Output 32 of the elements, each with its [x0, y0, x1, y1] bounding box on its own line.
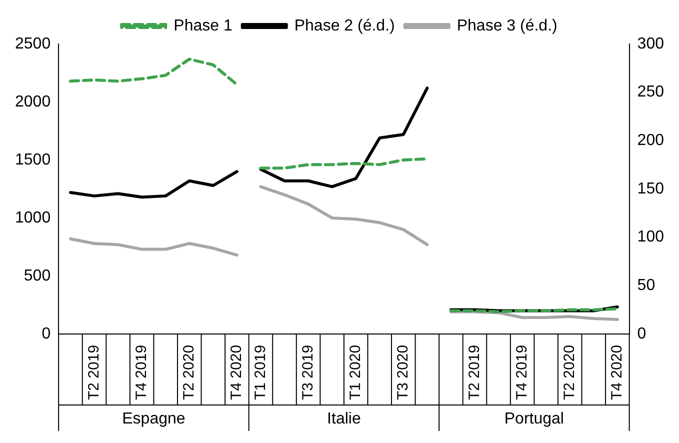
x-tick-label: T3 2020 [394, 344, 412, 400]
line-series [68, 58, 238, 86]
y2-tick-label: 0 [637, 325, 646, 342]
x-tick-label: T4 2020 [228, 344, 246, 400]
x-tick-label: T3 2019 [299, 344, 316, 400]
legend-label: Phase 2 (é.d.) [294, 17, 395, 34]
y-tick-label: 500 [24, 267, 51, 284]
y-tick-label: 1500 [15, 151, 51, 168]
text: Italie [327, 410, 361, 428]
y-tick-label: 2500 [15, 35, 51, 52]
x-tick-label: T4 2019 [513, 344, 530, 400]
y2-tick-label: 200 [637, 132, 664, 150]
x-tick-label: T2 2020 [180, 344, 198, 400]
legend-label: Phase 3 (é.d.) [456, 17, 558, 34]
text: Espagne [122, 410, 186, 428]
x-tick-label: T2 2020 [560, 344, 578, 400]
x-tick-label: T4 2020 [608, 344, 626, 400]
x-tick-label: T1 2019 [252, 344, 269, 400]
x-tick-label: T4 2019 [132, 344, 150, 400]
y2-tick-label: 50 [637, 277, 656, 294]
x-tick-label: T2 2019 [85, 344, 102, 400]
y2-tick-label: 300 [637, 35, 664, 52]
y-tick-label: 2000 [15, 93, 51, 110]
y2-tick-label: 250 [637, 84, 664, 101]
y-tick-label: 0 [42, 325, 51, 342]
y2-tick-label: 100 [637, 228, 664, 246]
y-tick-label: 1000 [15, 209, 51, 226]
text: Portugal [504, 410, 564, 428]
x-tick-label: T1 2020 [346, 344, 364, 400]
legend-label: Phase 1 [174, 17, 232, 34]
y2-tick-label: 150 [637, 180, 664, 198]
x-tick-label: T2 2019 [466, 344, 483, 400]
